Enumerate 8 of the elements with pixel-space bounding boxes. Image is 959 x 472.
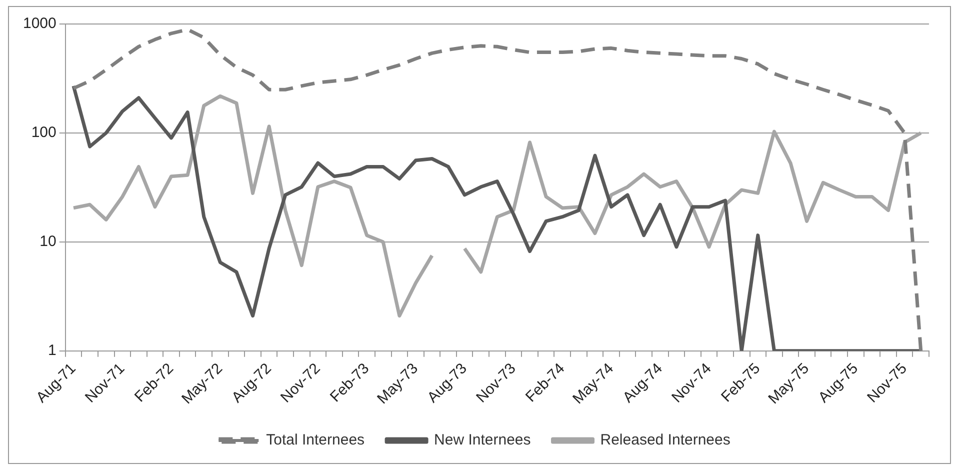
legend-label: Total Internees bbox=[266, 432, 365, 449]
legend-label: Released Internees bbox=[600, 432, 730, 449]
y-tick-label: 1000 bbox=[22, 15, 56, 32]
y-tick-label: 1 bbox=[48, 342, 56, 360]
y-tick-label: 10 bbox=[40, 233, 56, 250]
y-tick-label: 100 bbox=[31, 124, 56, 142]
legend-label: New Internees bbox=[434, 432, 531, 449]
line-series bbox=[72, 28, 923, 351]
